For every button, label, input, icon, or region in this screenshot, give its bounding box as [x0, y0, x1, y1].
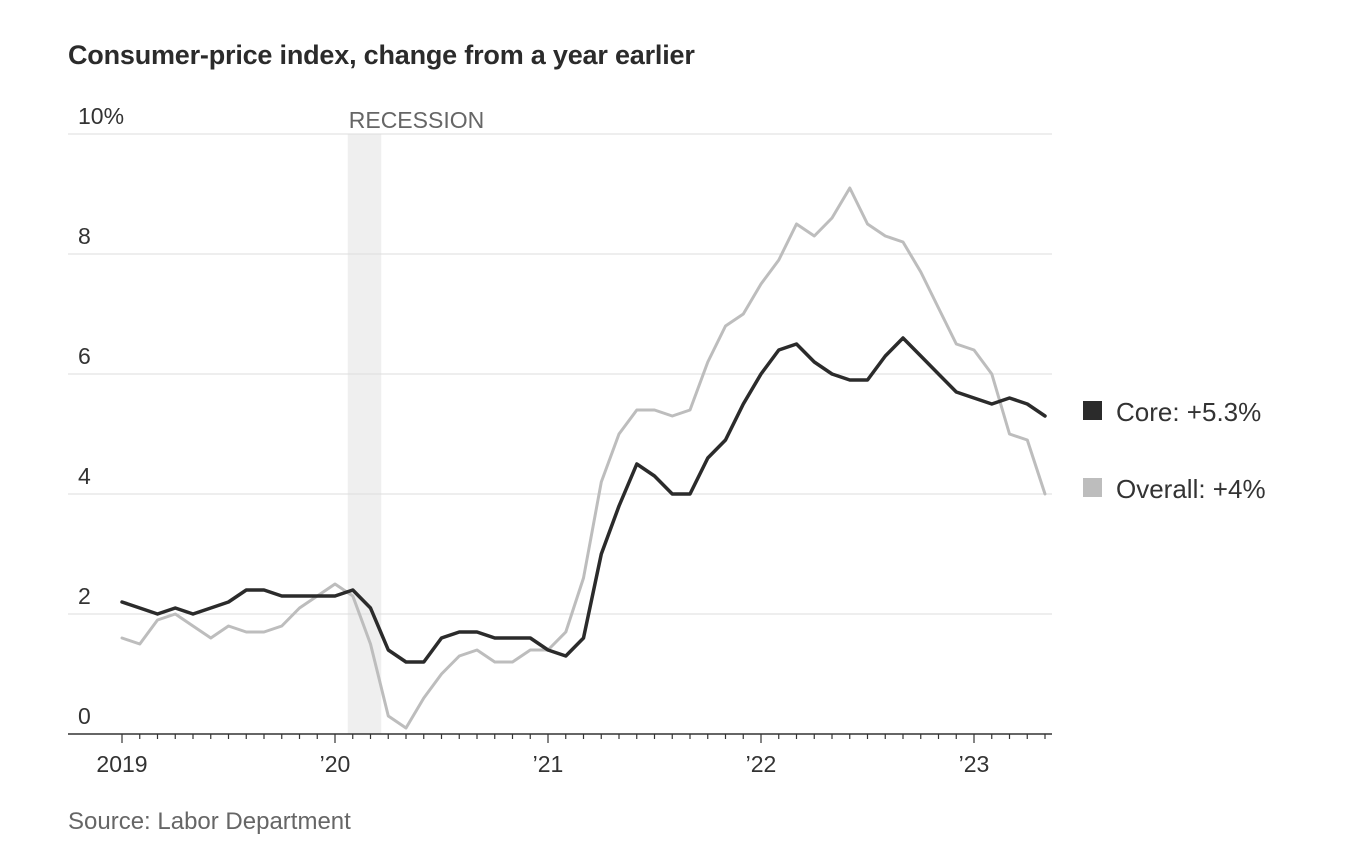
y-tick-label: 8: [78, 223, 91, 249]
y-tick-label: 10%: [78, 103, 124, 129]
legend-swatch-overall: [1083, 478, 1102, 497]
x-axis: 2019 ’20 ’21 ’22 ’23: [68, 733, 1052, 777]
x-tick-label: ’22: [746, 751, 777, 777]
source-note: Source: Labor Department: [68, 808, 351, 835]
series-line-overall: [120, 186, 1047, 730]
legend: Core: +5.3% Overall: +4%: [1083, 397, 1266, 504]
recession-band-group: RECESSION: [347, 107, 484, 734]
recession-band: [347, 134, 382, 734]
y-tick-label: 6: [78, 343, 91, 369]
x-tick-label: ’20: [320, 751, 351, 777]
series-line-core: [120, 336, 1047, 664]
gridlines: 10% 8 6 4 2 0: [68, 103, 1052, 729]
y-tick-label: 2: [78, 583, 91, 609]
x-tick-label: ’21: [533, 751, 564, 777]
x-tick-label: ’23: [959, 751, 990, 777]
legend-swatch-core: [1083, 401, 1102, 420]
legend-label-core: Core: +5.3%: [1116, 397, 1261, 427]
chart-title: Consumer-price index, change from a year…: [68, 40, 695, 70]
x-tick-label: 2019: [96, 751, 147, 777]
series-lines: [120, 186, 1047, 730]
recession-label: RECESSION: [349, 107, 484, 133]
legend-label-overall: Overall: +4%: [1116, 474, 1266, 504]
y-tick-label: 4: [78, 463, 91, 489]
y-tick-label: 0: [78, 703, 91, 729]
